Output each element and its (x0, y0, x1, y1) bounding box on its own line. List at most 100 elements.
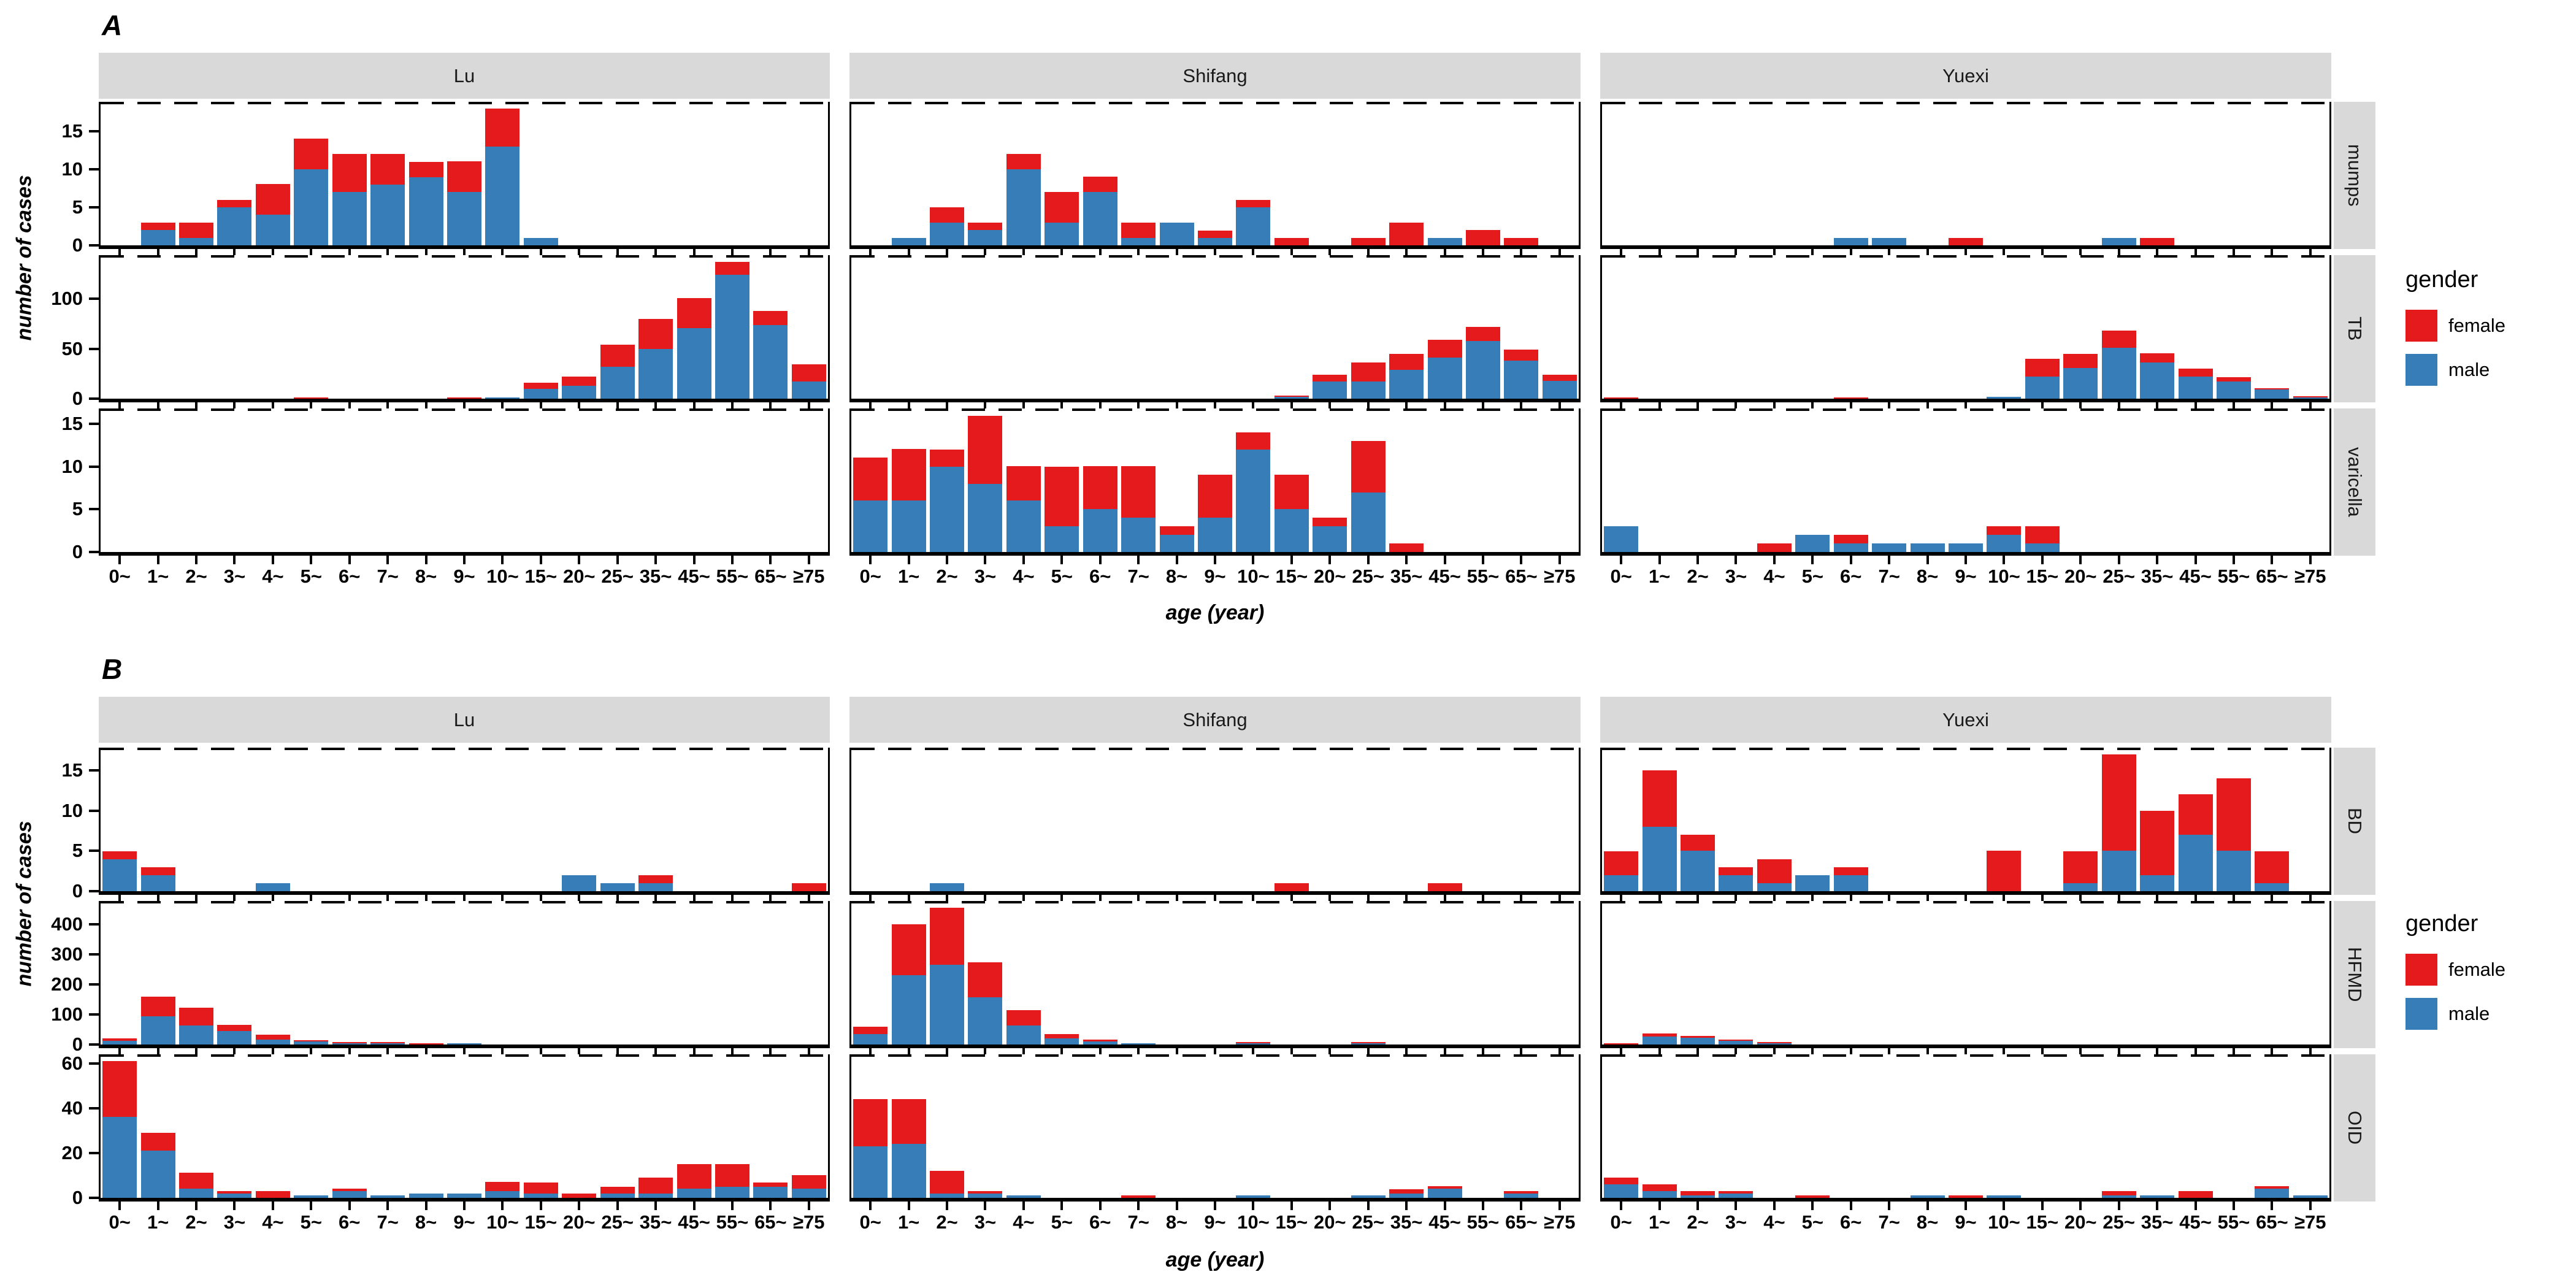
x-axis-tick (907, 556, 910, 564)
y-tick-label: 0 (72, 541, 83, 562)
x-axis-tick (1214, 895, 1216, 903)
x-axis-tick (1888, 556, 1891, 564)
x-axis-tick (2117, 249, 2120, 258)
x-axis-title-a: age (year) (1165, 601, 1265, 624)
x-axis-tick (730, 1048, 734, 1057)
x-axis-tick (730, 556, 734, 564)
x-axis-tick (1481, 249, 1484, 258)
x-axis-tick (1520, 1048, 1523, 1057)
bar-male-55~ (2216, 381, 2251, 399)
bar-male-20~ (1313, 526, 1347, 552)
y-tick-label: 0 (72, 880, 83, 902)
x-axis-tick (769, 402, 772, 411)
bar-female-10~ (1987, 851, 2022, 891)
facet-row-strip-hfmd: HFMD (2334, 901, 2375, 1048)
bar-male-5~ (1045, 223, 1079, 245)
bar-male-35~ (1389, 370, 1424, 399)
bar-female-1~ (1642, 770, 1677, 827)
x-axis-tick (1965, 895, 1967, 903)
bar-female-20~ (562, 1194, 597, 1198)
x-axis-tick (271, 249, 274, 258)
x-axis-tick (807, 556, 810, 564)
x-axis-tick (1405, 895, 1408, 903)
bar-female-3~ (217, 1025, 252, 1031)
y-tick-label: 40 (61, 1097, 83, 1119)
female-swatch-icon (2405, 310, 2437, 342)
x-axis-tick (1620, 556, 1623, 564)
bar-female-4~ (255, 1035, 290, 1040)
x-tick-label: 9~ (453, 1211, 475, 1233)
y-axis-tick (89, 168, 99, 171)
x-axis-tick (2041, 1048, 2044, 1057)
bar-male-2~ (1681, 1195, 1715, 1198)
bar-male-15~ (2025, 543, 2060, 552)
x-axis-tick (869, 1048, 872, 1057)
x-axis-tick (1405, 1202, 1408, 1210)
x-axis-tick (1214, 1202, 1216, 1210)
x-tick-label: 4~ (262, 1211, 284, 1233)
x-axis-tick (1214, 249, 1216, 258)
x-axis-tick (1696, 249, 1700, 258)
x-axis-tick (1328, 895, 1332, 903)
bar-male-3~ (1719, 1194, 1754, 1198)
x-tick-label: 25~ (1352, 1211, 1384, 1233)
x-axis-tick (501, 1202, 504, 1210)
bar-female-1~ (1642, 1184, 1677, 1191)
x-axis-tick (501, 895, 504, 903)
bar-female-10~ (485, 109, 520, 147)
x-tick-label: 15~ (2026, 1211, 2059, 1233)
bar-male-5~ (1045, 1038, 1079, 1045)
x-axis-tick (1888, 895, 1891, 903)
bar-male-1~ (140, 1151, 175, 1198)
bar-female-4~ (1006, 1010, 1041, 1025)
x-tick-label: ≥75 (793, 565, 825, 587)
bar-male-10~ (1987, 1195, 2022, 1198)
bar-female-6~ (1083, 466, 1117, 509)
y-axis-tick (89, 849, 99, 853)
bar-male-2~ (930, 965, 965, 1045)
bar-female-15~ (1274, 475, 1309, 509)
x-axis-tick (1811, 402, 1814, 411)
x-axis-tick (1965, 402, 1967, 411)
x-tick-label: 8~ (415, 565, 437, 587)
bar-female-45~ (677, 1164, 711, 1189)
bar-female-≥75 (791, 883, 826, 891)
x-axis-tick (1811, 1048, 1814, 1057)
bar-male-4~ (255, 215, 290, 245)
bar-female-8~ (1159, 526, 1194, 535)
bar-female-4~ (1006, 154, 1041, 169)
bar-male-8~ (1159, 223, 1194, 245)
bar-male-45~ (1427, 1189, 1462, 1198)
bar-male-6~ (1083, 1041, 1117, 1045)
bar-male-≥75 (791, 381, 826, 399)
x-axis-tick (1252, 249, 1255, 258)
bar-male-≥75 (1542, 381, 1577, 399)
bar-male-35~ (2140, 875, 2175, 891)
x-tick-label: 20~ (562, 565, 596, 587)
x-tick-label: 25~ (1352, 565, 1384, 587)
y-tick-label: 400 (51, 913, 83, 935)
x-axis-tick (946, 249, 949, 258)
facet-column-strip-lu: Lu (99, 53, 830, 99)
bar-female-65~ (753, 1183, 788, 1187)
x-axis-tick (1481, 402, 1484, 411)
x-axis-tick (2271, 556, 2274, 564)
x-axis-tick (2003, 402, 2006, 411)
bar-male-45~ (2178, 377, 2213, 399)
x-axis-tick (2079, 1202, 2082, 1210)
bar-male-2~ (1681, 851, 1715, 891)
bar-female-5~ (1045, 467, 1079, 526)
bar-male-0~ (102, 1041, 137, 1045)
x-axis-tick (2194, 556, 2197, 564)
x-axis-tick (807, 1202, 810, 1210)
x-axis-tick (2079, 556, 2082, 564)
x-axis-tick (271, 1048, 274, 1057)
x-tick-label: 5~ (1051, 565, 1073, 587)
x-tick-label: 55~ (2217, 565, 2250, 587)
x-axis-tick (1022, 249, 1025, 258)
x-axis-tick (1520, 1202, 1523, 1210)
y-tick-label: 0 (72, 234, 83, 256)
x-axis-tick (1849, 249, 1852, 258)
x-axis-tick (1658, 895, 1661, 903)
x-axis-tick (654, 1048, 657, 1057)
